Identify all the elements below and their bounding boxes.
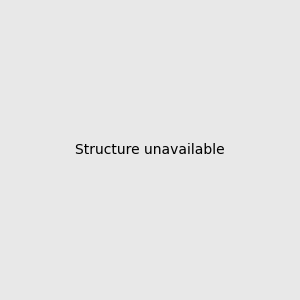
Text: Structure unavailable: Structure unavailable	[75, 143, 225, 157]
